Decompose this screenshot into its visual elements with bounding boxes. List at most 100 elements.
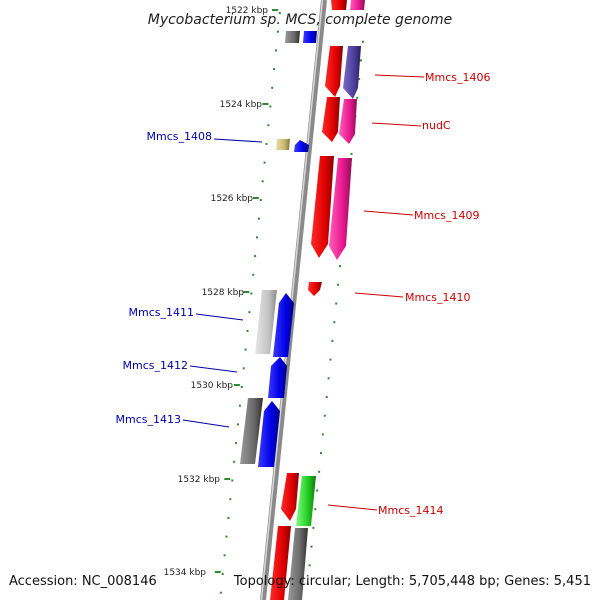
kbp-major-tick	[252, 197, 259, 199]
kbp-tick-labels: 1522 kbp 1524 kbp 1526 kbp 1528 kbp 1530…	[164, 6, 269, 578]
genome-backbone-highlight	[260, 0, 324, 600]
gene-arrow	[325, 46, 343, 97]
guide-tick	[259, 199, 262, 201]
gene-label-mmcs-1411[interactable]: Mmcs_1411	[129, 306, 194, 319]
guide-tick	[329, 358, 332, 361]
gene-label-mmcs-1410[interactable]: Mmcs_1410	[405, 291, 470, 304]
guide-tick	[276, 30, 279, 33]
guide-tick	[248, 311, 251, 314]
kbp-major-tick	[272, 9, 278, 11]
kbp-label: 1526 kbp	[211, 194, 254, 204]
leader-line	[195, 313, 244, 321]
gene-label-mmcs-1414[interactable]: Mmcs_1414	[378, 504, 443, 517]
kbp-label: 1534 kbp	[164, 568, 207, 578]
guide-tick	[229, 498, 232, 501]
guide-tick	[235, 442, 238, 445]
gene-arrow	[273, 293, 294, 357]
guide-tick	[356, 96, 359, 99]
gene-label-mmcs-1408[interactable]: Mmcs_1408	[147, 130, 212, 143]
guide-tick	[231, 479, 234, 482]
gene-label-mmcs-1413[interactable]: Mmcs_1413	[116, 413, 181, 426]
gene-arrow	[288, 528, 308, 600]
gene-label-nudc[interactable]: nudC	[422, 119, 451, 132]
gene-arrow	[294, 140, 309, 152]
leader-line	[374, 74, 425, 78]
guide-tick	[233, 460, 236, 463]
leader-line	[371, 122, 422, 127]
guide-tick	[227, 516, 230, 519]
kbp-major-tick	[243, 291, 250, 293]
guide-tick	[244, 348, 247, 351]
gene-label-mmcs-1409[interactable]: Mmcs_1409	[414, 209, 479, 222]
gene-arrow	[331, 0, 347, 10]
guide-tick	[339, 265, 341, 268]
gene-arrow	[285, 31, 300, 43]
guide-tick	[306, 583, 309, 585]
guide-tick	[240, 386, 243, 388]
guide-tick	[246, 329, 249, 332]
guide-tick	[314, 508, 317, 511]
guide-tick	[331, 339, 334, 342]
guide-tick	[267, 124, 270, 127]
kbp-major-tick	[233, 384, 240, 386]
kbp-label: 1532 kbp	[178, 475, 221, 485]
gene-arrow	[350, 0, 365, 10]
gene-label-mmcs-1406[interactable]: Mmcs_1406	[425, 71, 490, 84]
leader-line	[213, 138, 263, 143]
guide-tick	[358, 78, 361, 81]
guide-tick	[219, 591, 222, 594]
guide-tick	[242, 367, 245, 370]
guide-tick	[316, 489, 319, 492]
guide-tick	[360, 59, 362, 62]
gene-track-forward	[270, 0, 365, 600]
gene-arrow	[258, 401, 280, 467]
gene-arrow	[343, 46, 361, 99]
gene-arrow	[255, 290, 277, 354]
guide-tick	[265, 142, 268, 145]
guide-tick	[269, 105, 272, 108]
leader-line	[363, 210, 414, 216]
guide-tick	[238, 404, 241, 407]
leader-line	[182, 419, 230, 428]
guide-tick	[250, 292, 253, 295]
guide-tick	[335, 302, 338, 305]
leader-line	[327, 504, 378, 511]
guide-tick	[273, 68, 276, 71]
gene-arrow	[270, 526, 291, 600]
gene-arrow	[303, 31, 317, 43]
gene-arrow	[311, 156, 334, 258]
guide-tick	[221, 573, 224, 575]
guide-tick	[321, 433, 324, 436]
gene-arrow	[329, 158, 352, 260]
guide-tick	[327, 377, 330, 380]
kbp-major-tick	[262, 103, 269, 105]
guide-tick	[223, 554, 226, 557]
guide-tick	[310, 545, 313, 548]
gene-arrow	[308, 282, 322, 296]
map-title: Mycobacterium sp. MCS, complete genome	[148, 12, 453, 28]
guide-tick	[333, 321, 336, 324]
gene-arrow	[296, 476, 316, 526]
guide-tick	[271, 86, 274, 89]
gene-label-mmcs-1412[interactable]: Mmcs_1412	[123, 359, 188, 372]
guide-tick	[257, 217, 260, 220]
guide-tick	[363, 22, 366, 24]
kbp-label: 1522 kbp	[226, 6, 269, 16]
kbp-label: 1530 kbp	[191, 381, 234, 391]
gene-arrow	[276, 139, 290, 150]
guide-tick	[337, 283, 340, 286]
kbp-major-tick	[224, 478, 231, 480]
guide-tick	[275, 49, 277, 52]
accession-text: Accession: NC_008146	[9, 574, 157, 589]
guide-tick	[318, 470, 321, 473]
kbp-label: 1528 kbp	[202, 288, 245, 298]
guide-tick	[252, 273, 255, 276]
topology-text: Topology: circular; Length: 5,705,448 bp…	[233, 574, 591, 589]
guide-tick	[361, 40, 364, 43]
guide-tick	[325, 396, 328, 398]
leader-line	[189, 365, 238, 373]
guide-tick	[278, 12, 281, 14]
gene-track-reverse	[240, 31, 317, 467]
reverse-gene-labels: Mmcs_1408 Mmcs_1411 Mmcs_1412 Mmcs_1413	[116, 130, 263, 428]
